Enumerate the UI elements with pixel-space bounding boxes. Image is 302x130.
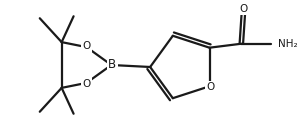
Text: O: O [82,79,91,89]
Text: O: O [206,82,215,92]
Text: O: O [82,41,91,51]
Text: O: O [239,4,247,14]
Text: B: B [108,58,117,72]
Text: NH₂: NH₂ [278,39,298,49]
